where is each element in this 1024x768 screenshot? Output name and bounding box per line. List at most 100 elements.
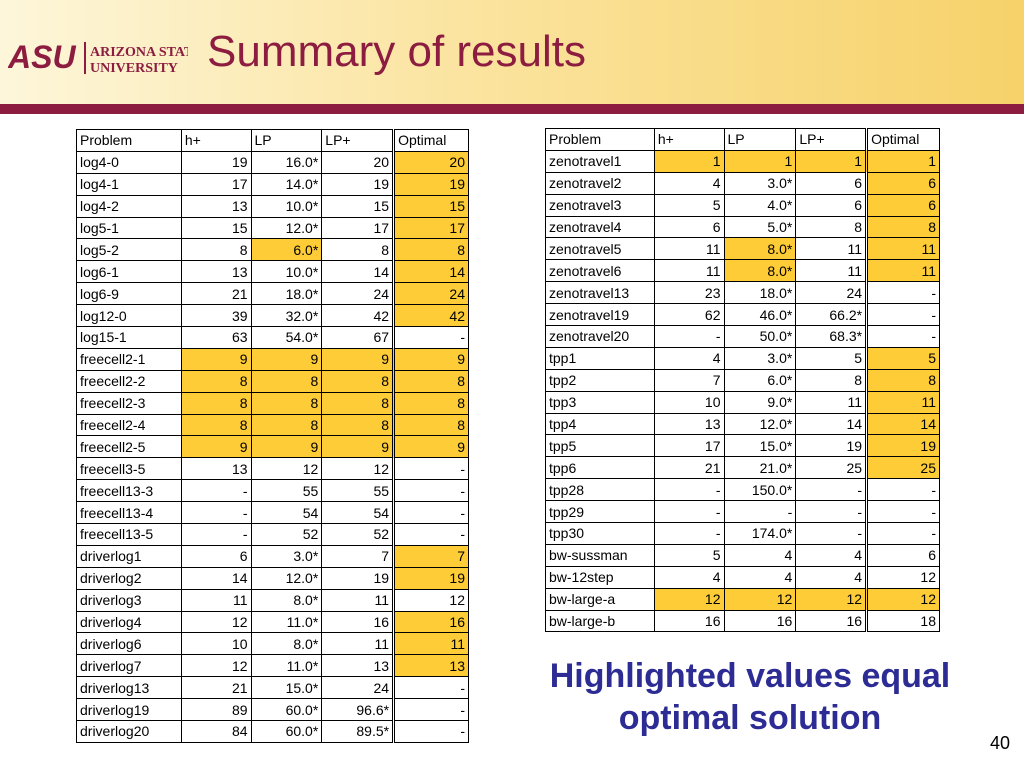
value-cell: 8 <box>866 216 940 239</box>
value-cell: 13 <box>181 195 252 218</box>
value-cell: 89.5* <box>321 720 396 743</box>
problem-name-cell: log12-0 <box>76 304 182 328</box>
problem-name-cell: tpp30 <box>545 522 655 545</box>
value-cell: 89 <box>181 698 252 722</box>
value-cell: 66.2* <box>795 303 869 327</box>
value-cell: 6.0* <box>251 238 323 262</box>
value-cell: 20 <box>321 151 396 174</box>
table-row: log5-2 8 6.0* 8 8 <box>76 238 469 262</box>
value-cell: 15 <box>321 195 396 218</box>
problem-name-cell: driverlog4 <box>76 611 182 634</box>
table-row: log5-1 15 12.0* 17 17 <box>76 217 469 240</box>
column-header: LP <box>724 128 797 151</box>
value-cell: 6 <box>654 216 725 239</box>
value-cell: - <box>795 500 869 524</box>
value-cell: 11.0* <box>251 611 323 634</box>
value-cell: 18.0* <box>724 281 797 305</box>
value-cell: 12 <box>393 589 469 612</box>
value-cell: 11.0* <box>251 654 323 678</box>
value-cell: 6 <box>866 544 940 567</box>
value-cell: 25 <box>795 456 869 480</box>
table-row: log15-1 63 54.0* 67- <box>76 326 469 349</box>
value-cell: 9 <box>393 435 469 459</box>
table-row: zenotravel20-50.0* 68.3* - <box>545 325 940 348</box>
value-cell: 11 <box>321 589 396 612</box>
value-cell: 10 <box>181 632 252 656</box>
value-cell: 63 <box>181 326 252 349</box>
value-cell: 6 <box>795 194 869 217</box>
value-cell: 24 <box>795 281 869 305</box>
value-cell: 11 <box>181 589 252 612</box>
value-cell: 8 <box>251 370 323 393</box>
table-row: zenotravel19 62 46.0* 66.2* - <box>545 303 940 327</box>
value-cell: 60.0* <box>251 720 323 743</box>
column-header: Optimal <box>393 129 469 152</box>
value-cell: - <box>654 522 725 545</box>
value-cell: - <box>393 523 469 546</box>
value-cell: 174.0* <box>724 522 797 545</box>
problem-name-cell: zenotravel19 <box>545 303 655 327</box>
table-row: driverlog1 6 3.0* 7 7 <box>76 545 469 568</box>
value-cell: 96.6* <box>321 698 396 722</box>
results-table-right: Problem h+ LP LP+ Optimal zenotravel1 1 1 1 1 zeno… <box>545 128 940 633</box>
value-cell: 19 <box>393 567 469 590</box>
value-cell: 5 <box>654 544 725 567</box>
value-cell: 16 <box>724 610 797 633</box>
value-cell: 12 <box>795 588 869 611</box>
problem-name-cell: zenotravel5 <box>545 237 655 261</box>
problem-name-cell: driverlog3 <box>76 589 182 612</box>
value-cell: - <box>866 303 940 327</box>
value-cell: 46.0* <box>724 303 797 327</box>
value-cell: 19 <box>795 434 869 458</box>
value-cell: 10 <box>654 391 725 414</box>
value-cell: 19 <box>393 173 469 196</box>
value-cell: 8.0* <box>251 632 323 656</box>
problem-name-cell: driverlog7 <box>76 654 182 678</box>
column-header: h+ <box>181 129 252 152</box>
value-cell: - <box>866 522 940 545</box>
value-cell: 4 <box>795 544 869 567</box>
value-cell: 11 <box>866 237 940 261</box>
value-cell: - <box>181 523 252 546</box>
value-cell: 8 <box>181 414 252 437</box>
value-cell: 4 <box>795 566 869 589</box>
value-cell: 14 <box>181 567 252 590</box>
highlight-note: Highlighted values equal optimal solutio… <box>500 655 1000 739</box>
value-cell: 11 <box>795 259 869 283</box>
value-cell: 9 <box>251 435 323 459</box>
problem-name-cell: bw-large-a <box>545 588 655 611</box>
problem-name-cell: freecell2-5 <box>76 435 182 459</box>
value-cell: 50.0* <box>724 325 797 348</box>
value-cell: 15.0* <box>251 676 323 700</box>
value-cell: 19 <box>181 151 252 174</box>
table-row: freecell2-1 9 9 9 9 <box>76 348 469 371</box>
value-cell: 9 <box>251 348 323 371</box>
problem-name-cell: zenotravel1 <box>545 150 655 173</box>
problem-name-cell: freecell2-1 <box>76 348 182 371</box>
problem-name-cell: driverlog1 <box>76 545 182 568</box>
problem-name-cell: tpp5 <box>545 434 655 458</box>
problem-name-cell: tpp6 <box>545 456 655 480</box>
table-row: freecell13-4-54 54- <box>76 501 469 525</box>
table-row: log6-1 13 10.0* 14 14 <box>76 260 469 284</box>
value-cell: 13 <box>181 260 252 284</box>
value-cell: 1 <box>795 150 869 173</box>
value-cell: 17 <box>321 217 396 240</box>
value-cell: 19 <box>321 567 396 590</box>
problem-name-cell: log5-1 <box>76 217 182 240</box>
value-cell: 84 <box>181 720 252 743</box>
highlight-note-line-1: Highlighted values equal <box>549 657 951 695</box>
problem-name-cell: zenotravel2 <box>545 172 655 195</box>
value-cell: 42 <box>393 304 469 328</box>
value-cell: 6 <box>795 172 869 195</box>
problem-name-cell: tpp3 <box>545 391 655 414</box>
problem-name-cell: zenotravel3 <box>545 194 655 217</box>
value-cell: 11 <box>866 259 940 283</box>
value-cell: - <box>654 325 725 348</box>
value-cell: 7 <box>654 369 725 392</box>
value-cell: 4 <box>724 566 797 589</box>
value-cell: 25 <box>866 456 940 480</box>
value-cell: 4 <box>654 347 725 370</box>
value-cell: 8.0* <box>724 237 797 261</box>
value-cell: 7 <box>393 545 469 568</box>
